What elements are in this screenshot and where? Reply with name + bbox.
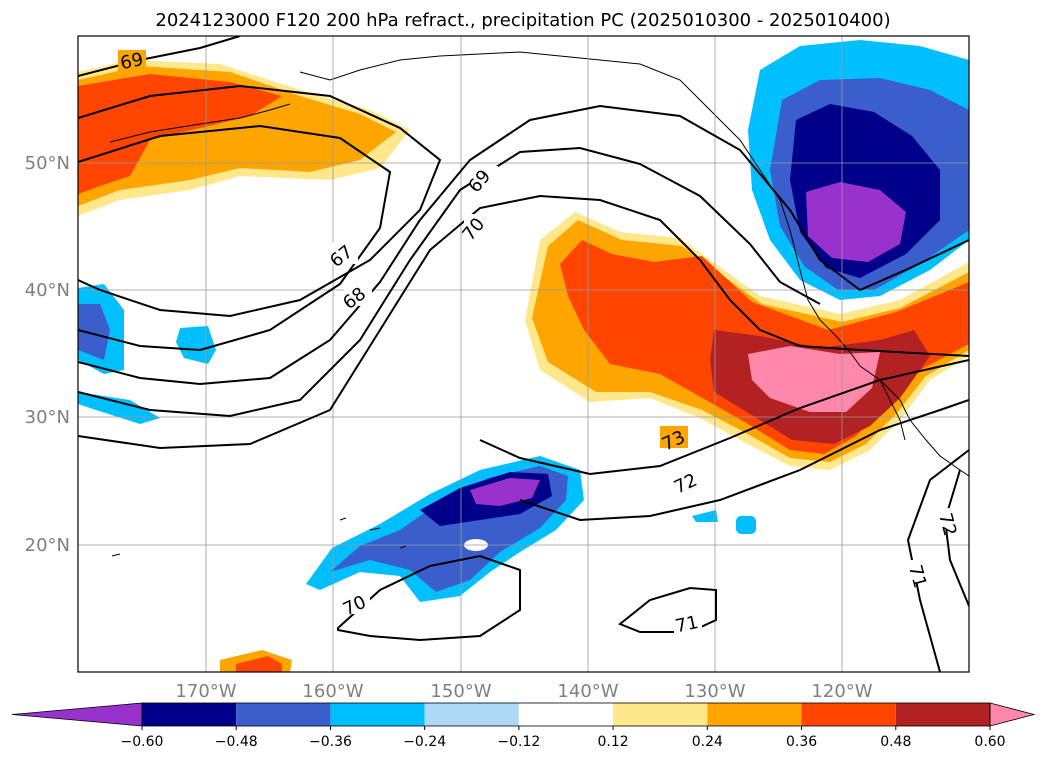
colorbar-tick-label: −0.12 (497, 734, 540, 750)
lon-label: 170°W (175, 681, 236, 702)
chart-title: 2024123000 F120 200 hPa refract., precip… (155, 10, 890, 31)
lon-label: 150°W (430, 681, 491, 702)
colorbar: −0.60 −0.48 −0.36 −0.24 −0.12 0.12 0.24 0.36 0.4… (11, 702, 1036, 750)
positive-precip-anomaly (78, 60, 969, 672)
lat-label: 50°N (25, 153, 70, 174)
colorbar-extend-min (11, 702, 143, 727)
lon-label: 160°W (302, 681, 363, 702)
colorbar-cell (518, 703, 614, 726)
colorbar-tick-label: −0.24 (403, 734, 446, 750)
lat-label: 30°N (25, 407, 70, 428)
colorbar-tick-label: 0.12 (598, 734, 629, 750)
graticule (78, 36, 969, 672)
lon-label: 130°W (684, 681, 745, 702)
contour-labels: 69 67 68 69 70 73 72 70 71 71 (118, 49, 960, 637)
colorbar-cell (613, 703, 708, 726)
lat-labels: 50°N 40°N 30°N 20°N (25, 153, 70, 556)
colorbar-cell (142, 703, 237, 726)
colorbar-cell (330, 703, 425, 726)
colorbar-tick-label: −0.36 (309, 734, 352, 750)
colorbar-tick-label: 0.36 (786, 734, 817, 750)
colorbar-cell (801, 703, 896, 726)
colorbar-cell (895, 703, 990, 726)
colorbar-cell (236, 703, 331, 726)
refractivity-contours (78, 36, 969, 672)
lon-labels: 170°W 160°W 150°W 140°W 130°W 120°W (175, 681, 872, 702)
colorbar-tick-label: −0.48 (215, 734, 258, 750)
contour-label: 71 (673, 612, 700, 637)
lon-label: 120°W (811, 681, 872, 702)
lat-label: 40°N (25, 280, 70, 301)
lon-label: 140°W (557, 681, 618, 702)
colorbar-cell (707, 703, 802, 726)
colorbar-tick-label: −0.60 (121, 734, 164, 750)
contour-label: 69 (118, 49, 145, 74)
colorbar-tick-label: 0.24 (692, 734, 723, 750)
lat-label: 20°N (25, 535, 70, 556)
colorbar-tick-label: 0.60 (974, 734, 1005, 750)
negative-precip-anomaly (78, 40, 969, 602)
colorbar-cell (424, 703, 519, 726)
colorbar-tick-label: 0.48 (880, 734, 911, 750)
map-panel: 69 67 68 69 70 73 72 70 71 71 (25, 35, 970, 702)
colorbar-extend-max (989, 702, 1036, 727)
